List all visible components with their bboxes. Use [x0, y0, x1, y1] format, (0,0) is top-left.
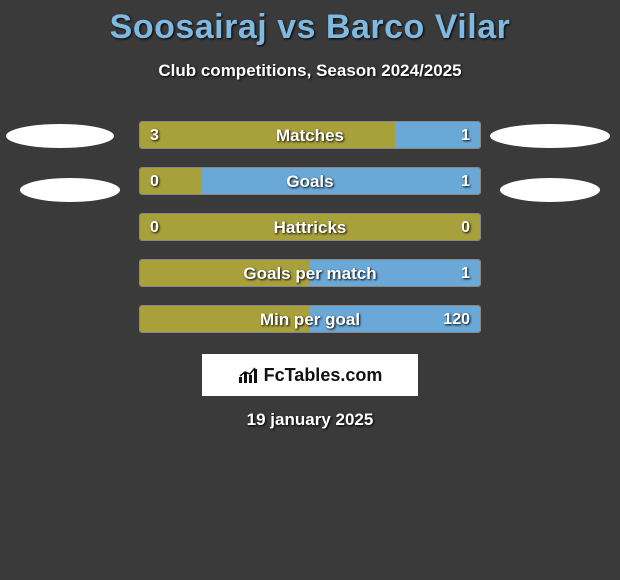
- stat-fill-left: [140, 260, 310, 286]
- stat-row: 120Min per goal: [0, 305, 620, 333]
- stat-fill-left: [140, 306, 310, 332]
- stat-barbox: 1Goals per match: [139, 259, 481, 287]
- stat-fill-right: [201, 168, 480, 194]
- stat-value-right: 0: [461, 214, 470, 241]
- stat-fill-left: [140, 214, 480, 240]
- comparison-infographic: Soosairaj vs Barco Vilar Club competitio…: [0, 0, 620, 580]
- stat-value-right: 120: [443, 306, 470, 333]
- stat-value-left: 0: [150, 168, 159, 195]
- stat-row: 01Goals: [0, 167, 620, 195]
- stat-row: 31Matches: [0, 121, 620, 149]
- stat-row: 1Goals per match: [0, 259, 620, 287]
- subtitle: Club competitions, Season 2024/2025: [0, 61, 620, 81]
- site-logo: FcTables.com: [202, 354, 418, 396]
- stat-value-left: 3: [150, 122, 159, 149]
- date-label: 19 january 2025: [0, 410, 620, 430]
- stat-barbox: 01Goals: [139, 167, 481, 195]
- stat-barbox: 31Matches: [139, 121, 481, 149]
- bars-icon: [238, 366, 260, 384]
- stat-fill-right: [310, 260, 480, 286]
- stat-barbox: 00Hattricks: [139, 213, 481, 241]
- stat-row: 00Hattricks: [0, 213, 620, 241]
- stat-value-right: 1: [461, 260, 470, 287]
- logo-label: FcTables.com: [264, 365, 383, 386]
- page-title: Soosairaj vs Barco Vilar: [0, 0, 620, 47]
- comparison-rows: 31Matches01Goals00Hattricks1Goals per ma…: [0, 121, 620, 333]
- stat-fill-left: [140, 122, 395, 148]
- stat-barbox: 120Min per goal: [139, 305, 481, 333]
- stat-value-right: 1: [461, 122, 470, 149]
- stat-value-right: 1: [461, 168, 470, 195]
- logo-text: FcTables.com: [238, 365, 383, 386]
- stat-value-left: 0: [150, 214, 159, 241]
